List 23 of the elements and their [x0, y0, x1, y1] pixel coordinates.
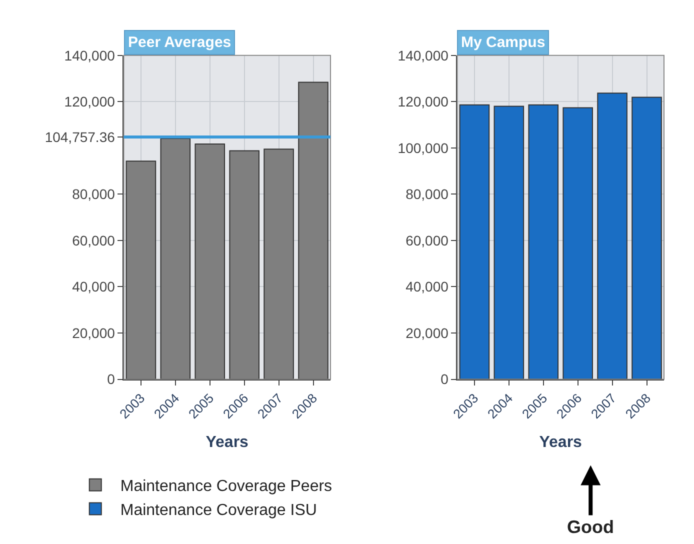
chart-title: Peer Averages [128, 34, 232, 51]
y-tick-label: 20,000 [406, 324, 449, 341]
y-tick-label: 40,000 [406, 278, 449, 295]
y-tick-label: 80,000 [72, 186, 116, 202]
y-tick-label: 140,000 [64, 47, 116, 64]
y-tick-label: 0 [107, 371, 116, 388]
legend-label: Maintenance Coverage Peers [120, 478, 332, 496]
text: Maintenance Coverage ISU [120, 502, 317, 519]
y-tick-label: 60,000 [406, 232, 449, 248]
y-tick-label: 120,000 [398, 94, 449, 110]
x-axis-title: Years [539, 434, 582, 452]
text: Good [567, 517, 614, 537]
y-tick-label: 120,000 [64, 94, 116, 110]
y-tick-label: 80,000 [406, 186, 449, 202]
y-tick-label: 104,757.36 [44, 128, 116, 145]
y-tick-label: 140,000 [398, 47, 449, 64]
x-axis-title: Years [206, 434, 249, 452]
y-tick-label: 60,000 [72, 232, 116, 248]
y-tick-label: 20,000 [72, 324, 116, 341]
y-tick-label: 0 [440, 371, 449, 388]
y-tick-label: 40,000 [72, 278, 116, 295]
y-tick-label: 100,000 [398, 140, 449, 156]
chart-title: My Campus [461, 34, 546, 51]
